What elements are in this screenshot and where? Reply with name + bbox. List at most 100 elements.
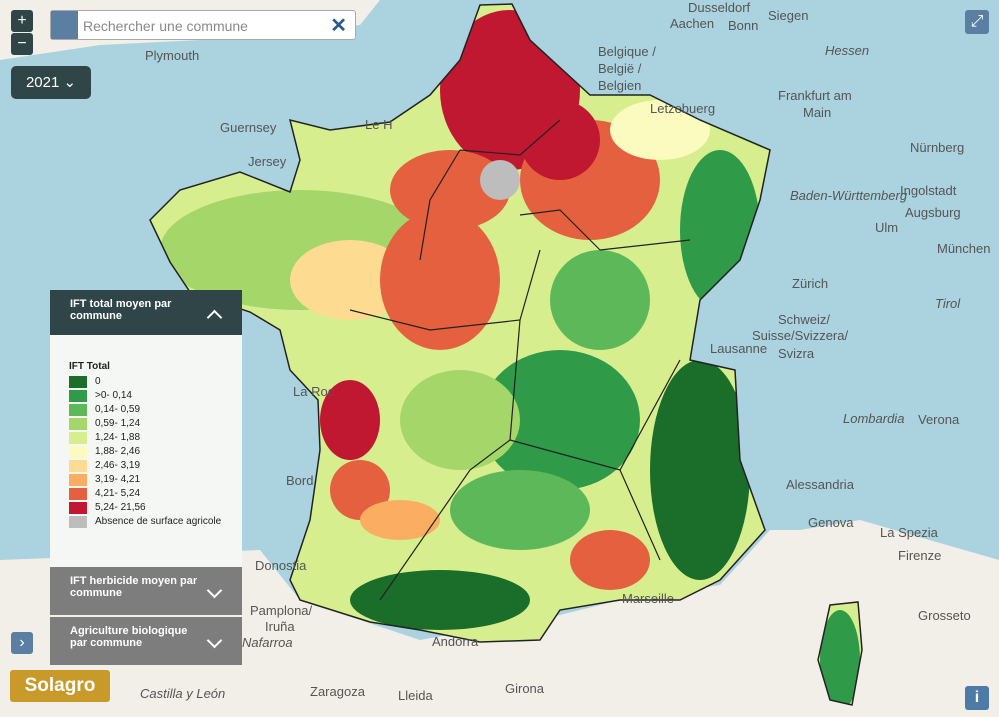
place-label: Nafarroa	[242, 635, 293, 650]
place-label: Iruña	[265, 619, 295, 634]
place-label: Letzebuerg	[650, 101, 715, 116]
legend-label: 4,21- 5,24	[95, 488, 141, 499]
legend-swatch	[69, 488, 87, 500]
legend-label: 0	[95, 376, 101, 387]
zoom-out[interactable]: −	[11, 33, 33, 55]
legend-swatch	[69, 418, 87, 430]
legend-swatch	[69, 516, 87, 528]
place-label: Ulm	[875, 220, 898, 235]
info-button[interactable]: i	[965, 686, 989, 710]
legend-item: 5,24- 21,56	[69, 502, 224, 514]
place-label: Tirol	[935, 296, 961, 311]
place-label: Genova	[808, 515, 854, 530]
place-label: Lombardia	[843, 411, 904, 426]
legend-item: >0- 0,14	[69, 390, 224, 402]
place-label: Zürich	[792, 276, 828, 291]
zoom-in[interactable]: +	[11, 10, 33, 32]
place-label: Alessandria	[786, 477, 855, 492]
panel-title: IFT total moyen par commune	[70, 298, 172, 322]
legend-label: 0,14- 0,59	[95, 404, 141, 415]
place-label: Belgique /	[598, 44, 656, 59]
place-label: Castilla y León	[140, 686, 225, 701]
legend-item: 2,46- 3,19	[69, 460, 224, 472]
place-label: Lleida	[398, 688, 433, 703]
place-label: Zaragoza	[310, 684, 366, 699]
legend-item: 1,88- 2,46	[69, 446, 224, 458]
legend-label: 2,46- 3,19	[95, 460, 141, 471]
year: 2021	[25, 74, 60, 91]
legend-label: 0,59- 1,24	[95, 418, 141, 429]
expand-panel[interactable]: ›	[11, 632, 33, 654]
legend-label: 5,24- 21,56	[95, 502, 146, 513]
legend-item: 0	[69, 376, 224, 388]
place-label: La Spezia	[880, 525, 939, 540]
place-label: Guernsey	[220, 120, 277, 135]
fullscreen[interactable]: ⤢	[965, 10, 989, 34]
place-label: Pamplona/	[250, 603, 313, 618]
legend-swatch	[69, 432, 87, 444]
legend-label: Absence de surface agricole	[95, 516, 222, 527]
legend-item: Absence de surface agricole	[69, 516, 224, 528]
place-label: Grosseto	[918, 608, 971, 623]
search-placeholder: Rechercher une commune	[83, 18, 248, 34]
panel-header[interactable]: IFT herbicide moyen par commune	[50, 567, 242, 615]
place-label: Dusseldorf	[688, 0, 751, 15]
place-label: Hessen	[825, 43, 869, 58]
place-label: Donostia	[255, 558, 307, 573]
place-label: Verona	[918, 412, 960, 427]
place-label: Girona	[505, 681, 545, 696]
legend-label: >0- 0,14	[95, 390, 132, 401]
place-label: Bonn	[728, 18, 758, 33]
legend: IFT Total 0 >0- 0,14 0,14- 0,59 0,59- 1,24 1…	[50, 335, 242, 567]
legend-swatch	[69, 404, 87, 416]
panel-title: Agriculture biologique par commune	[70, 625, 188, 649]
legend-swatch	[69, 376, 87, 388]
legend-swatch	[69, 474, 87, 486]
place-label: Plymouth	[145, 48, 199, 63]
legend-label: 3,19- 4,21	[95, 474, 141, 485]
region-borders	[349, 119, 691, 601]
legend-item: 3,19- 4,21	[69, 474, 224, 486]
place-label: Augsburg	[905, 205, 961, 220]
legend-label: 1,24- 1,88	[95, 432, 141, 443]
place-label: Andorra	[432, 634, 479, 649]
legend-item: 1,24- 1,88	[69, 432, 224, 444]
legend-swatch	[69, 446, 87, 458]
place-label: Firenze	[898, 548, 941, 563]
place-label: Lausanne	[710, 341, 767, 356]
search-box[interactable]: Rechercher une commune ✕	[50, 10, 356, 40]
place-label: Marseille	[622, 591, 674, 606]
clear-button[interactable]: ✕	[330, 15, 347, 37]
place-label: Aachen	[670, 16, 714, 31]
place-label: Le H	[365, 117, 392, 132]
legend-swatch	[69, 390, 87, 402]
place-label: Frankfurt am	[778, 88, 852, 103]
legend-item: 0,59- 1,24	[69, 418, 224, 430]
panel-header[interactable]: Agriculture biologique par commune	[50, 617, 242, 665]
place-label: België /	[598, 61, 642, 76]
place-label: Baden-Württemberg	[790, 188, 908, 203]
place-label: Svizra	[778, 346, 815, 361]
legend-title: IFT Total	[69, 361, 110, 372]
place-label: Ingolstadt	[900, 183, 957, 198]
legend-swatch	[69, 460, 87, 472]
place-label: Belgien	[598, 78, 641, 93]
legend-label: 1,88- 2,46	[95, 446, 141, 457]
place-label: München	[937, 241, 990, 256]
legend-item: 0,14- 0,59	[69, 404, 224, 416]
panel-header[interactable]: IFT total moyen par commune	[50, 290, 242, 335]
place-label: Nürnberg	[910, 140, 964, 155]
place-label: Siegen	[768, 8, 808, 23]
year-select[interactable]: 2021 ⌄	[11, 66, 91, 99]
search-button[interactable]	[51, 11, 78, 39]
legend-item: 4,21- 5,24	[69, 488, 224, 500]
panel-title: IFT herbicide moyen par commune	[70, 575, 198, 599]
place-label: Main	[803, 105, 831, 120]
place-label: Jersey	[248, 154, 287, 169]
place-label: Suisse/Svizzera/	[752, 328, 848, 343]
place-label: Schweiz/	[778, 312, 830, 327]
place-label: La Roc	[293, 384, 335, 399]
logo: Solagro	[10, 670, 110, 702]
place-label: Bord	[286, 473, 313, 488]
